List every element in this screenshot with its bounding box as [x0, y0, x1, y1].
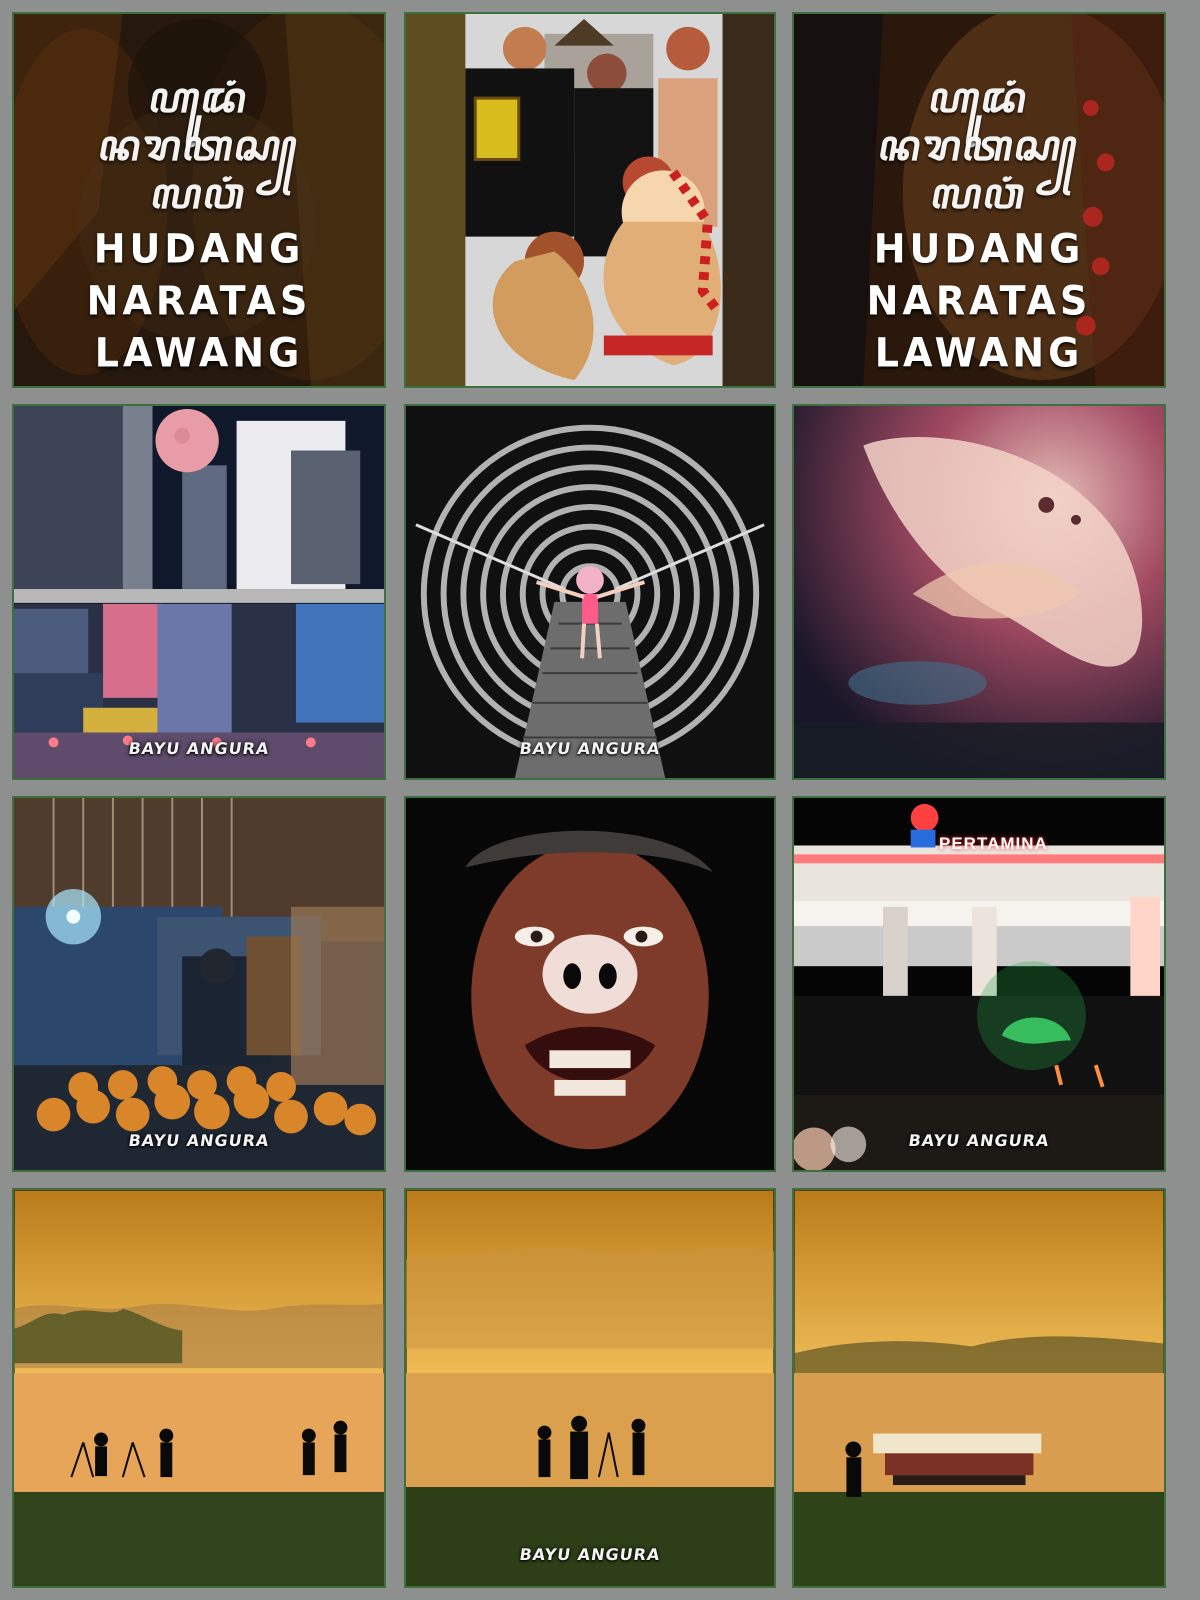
tile-5-tunnel[interactable]: BAYU ANGURA: [404, 404, 776, 780]
tunnel-scene: [406, 406, 774, 778]
latin-title-line-2: NARATAS: [86, 277, 312, 325]
tile-1-title-poster[interactable]: ꦲꦸꦢꦁ ꦤꦫꦠꦱ꧀ ꦭꦮꦁ HUDANG NARATAS LAWANG: [12, 12, 386, 388]
javanese-title-line-1: ꦲꦸꦢꦁ: [145, 73, 253, 122]
photographer-watermark: BAYU ANGURA: [127, 739, 271, 758]
photographer-watermark: BAYU ANGURA: [907, 1131, 1051, 1150]
market-scene: [14, 798, 384, 1170]
lake-scene-2: [406, 1247, 774, 1586]
latin-title-line-1: HUDANG: [93, 225, 305, 273]
photographer-watermark: BAYU ANGURA: [518, 1545, 662, 1564]
javanese-title-line-3: ꦭꦮꦁ: [927, 169, 1031, 218]
tile-7-market-pumpkins[interactable]: BAYU ANGURA: [12, 796, 386, 1172]
latin-title-line-1: HUDANG: [873, 225, 1085, 273]
station-sign-text: PERTAMINA: [939, 834, 1048, 853]
tile-12-lake-boat[interactable]: [792, 1188, 1166, 1588]
poster-background-art-alt: [794, 14, 1164, 386]
title-block-alt: ꦲꦸꦢꦁ ꦤꦫꦠꦱ꧀ ꦭꦮꦁ HUDANG NARATAS LAWANG: [794, 73, 1164, 377]
latin-title-line-2: NARATAS: [866, 277, 1092, 325]
title-block: ꦲꦸꦢꦁ ꦤꦫꦠꦱ꧀ ꦭꦮꦁ HUDANG NARATAS LAWANG: [14, 73, 384, 377]
javanese-title-line-2: ꦤꦫꦠꦱ꧀: [874, 121, 1084, 170]
latin-title-line-3: LAWANG: [94, 329, 304, 377]
javanese-title-line-1: ꦲꦸꦢꦁ: [925, 73, 1033, 122]
pig-nose-face: [406, 798, 774, 1170]
performers-scene: [406, 14, 774, 386]
tile-6-giraffe[interactable]: [792, 404, 1166, 780]
giraffe-scene: [794, 406, 1164, 778]
photographer-watermark: BAYU ANGURA: [127, 1131, 271, 1150]
tile-2-performers[interactable]: [404, 12, 776, 388]
city-night-scene: [14, 406, 384, 778]
tile-4-city-night[interactable]: BAYU ANGURA: [12, 404, 386, 780]
tile-3-title-poster[interactable]: ꦲꦸꦢꦁ ꦤꦫꦠꦱ꧀ ꦭꦮꦁ HUDANG NARATAS LAWANG: [792, 12, 1166, 388]
gas-station-scene: [794, 798, 1164, 1170]
tile-10-lake-photographers[interactable]: [12, 1188, 386, 1588]
poster-background-art: [14, 14, 384, 386]
tile-9-gas-station-night[interactable]: PERTAMINA BAYU ANGURA: [792, 796, 1166, 1172]
tile-8-pig-nose-portrait[interactable]: [404, 796, 776, 1172]
lake-scene-3: [794, 1336, 1164, 1586]
photographer-watermark: BAYU ANGURA: [518, 739, 662, 758]
tile-11-lake-watermark[interactable]: BAYU ANGURA: [404, 1188, 776, 1588]
javanese-title-line-2: ꦤꦫꦠꦱ꧀: [94, 121, 304, 170]
latin-title-line-3: LAWANG: [874, 329, 1084, 377]
javanese-title-line-3: ꦭꦮꦁ: [147, 169, 251, 218]
lake-scene-1: [14, 1303, 384, 1586]
